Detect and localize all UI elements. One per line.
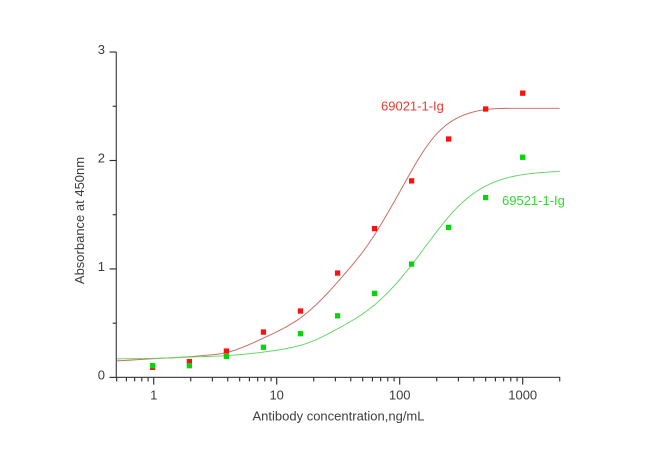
svg-text:100: 100 [389,388,411,403]
svg-text:1: 1 [150,388,157,403]
svg-text:2: 2 [98,151,105,166]
svg-text:Absorbance at 450nm: Absorbance at 450nm [72,157,87,284]
svg-text:1: 1 [98,259,105,274]
svg-text:69521-1-Ig: 69521-1-Ig [502,193,565,208]
svg-text:Antibody concentration,ng/mL: Antibody concentration,ng/mL [253,408,425,423]
svg-text:0: 0 [98,368,105,383]
svg-text:1000: 1000 [508,388,537,403]
svg-text:69021-1-Ig: 69021-1-Ig [381,98,444,113]
svg-text:10: 10 [269,388,283,403]
svg-text:3: 3 [98,42,105,57]
